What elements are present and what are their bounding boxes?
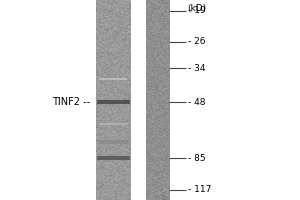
- Text: - 26: - 26: [188, 37, 205, 46]
- Text: - 85: - 85: [188, 154, 205, 163]
- Bar: [99, 123, 128, 125]
- Text: (kD): (kD): [188, 4, 207, 13]
- Text: - 117: - 117: [188, 185, 211, 194]
- Text: - 19: - 19: [188, 6, 205, 15]
- Text: - 34: - 34: [188, 64, 205, 73]
- Bar: [98, 140, 129, 144]
- Bar: [100, 78, 127, 80]
- Text: TINF2 --: TINF2 --: [52, 97, 90, 107]
- Text: - 48: - 48: [188, 98, 205, 107]
- Bar: [97, 100, 130, 104]
- Bar: [97, 156, 130, 160]
